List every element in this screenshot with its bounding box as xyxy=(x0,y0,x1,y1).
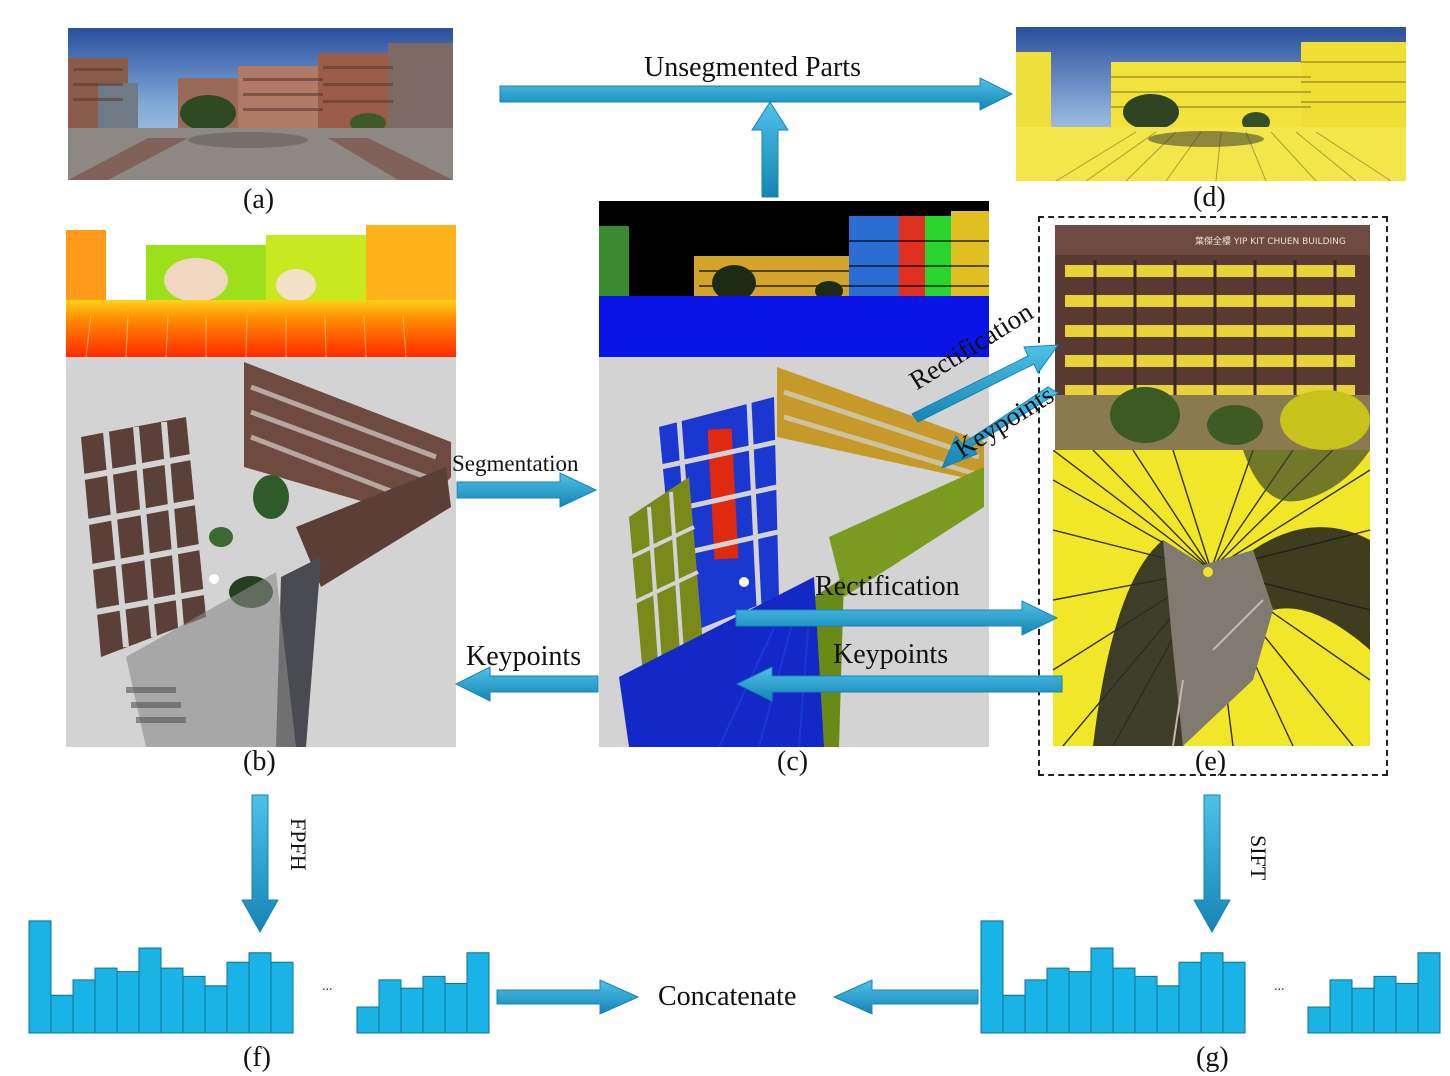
histogram-bar xyxy=(1329,979,1353,1034)
histogram-bar xyxy=(204,985,228,1034)
caption-f: (f) xyxy=(243,1042,271,1073)
histogram-fpfh-main xyxy=(28,920,294,1034)
rectified-ground-e xyxy=(1053,450,1370,746)
histogram-bar xyxy=(1002,994,1026,1034)
dashed-box-e xyxy=(1038,216,1388,776)
label-unsegmented-parts: Unsegmented Parts xyxy=(644,52,861,83)
histogram-bar xyxy=(1395,982,1419,1034)
building-sign-text: 葉傑全樓 YIP KIT CHUEN BUILDING xyxy=(1195,237,1346,247)
histogram-bar xyxy=(1417,952,1441,1034)
depth-panorama-b xyxy=(66,220,456,357)
arrow-fpfh-down xyxy=(241,794,279,934)
point-cloud-b xyxy=(66,357,456,747)
histogram-bar xyxy=(72,979,96,1034)
histogram-bar xyxy=(248,952,272,1034)
histogram-bar xyxy=(1112,967,1136,1034)
histogram-fpfh-tail xyxy=(356,952,490,1034)
histogram-bar xyxy=(138,947,162,1034)
ellipsis-sift: ... xyxy=(1274,979,1285,994)
panorama-image-a xyxy=(68,28,453,180)
histogram-bar xyxy=(1068,971,1092,1034)
histogram-bar xyxy=(444,982,468,1034)
caption-g: (g) xyxy=(1196,1042,1229,1073)
segmented-panorama-c xyxy=(599,201,989,357)
arrow-to-concatenate-left xyxy=(496,979,640,1015)
label-segmentation: Segmentation xyxy=(452,451,579,476)
histogram-bar xyxy=(980,920,1004,1034)
histogram-bar xyxy=(1178,961,1202,1034)
histogram-bar xyxy=(1024,979,1048,1034)
histogram-bar xyxy=(50,994,74,1034)
caption-e: (e) xyxy=(1195,746,1227,777)
histogram-bar xyxy=(1134,975,1158,1034)
caption-c: (c) xyxy=(777,746,809,777)
histogram-bar xyxy=(466,952,490,1034)
histogram-bar xyxy=(1046,967,1070,1034)
histogram-bar xyxy=(1200,952,1224,1034)
label-rectification-middle: Rectification xyxy=(815,571,960,602)
histogram-bar xyxy=(270,961,294,1034)
histogram-bar xyxy=(422,975,446,1034)
histogram-bar xyxy=(1373,975,1397,1034)
caption-b: (b) xyxy=(243,746,276,777)
histogram-bar xyxy=(116,971,140,1034)
histogram-bar xyxy=(400,987,424,1034)
histogram-sift-main xyxy=(980,920,1246,1034)
histogram-bar xyxy=(356,1006,380,1034)
label-keypoints-middle: Keypoints xyxy=(833,639,949,670)
arrow-up-from-c xyxy=(751,101,789,198)
histogram-bar xyxy=(160,967,184,1034)
histogram-sift-tail xyxy=(1307,952,1441,1034)
arrow-keypoints-left xyxy=(454,666,599,702)
label-sift: SIFT xyxy=(1246,835,1271,881)
histogram-bar xyxy=(1351,987,1375,1034)
arrow-segmentation xyxy=(456,472,598,508)
histogram-bar xyxy=(182,975,206,1034)
ellipsis-fpfh: ... xyxy=(322,979,333,994)
rectified-facade-e: 葉傑全樓 YIP KIT CHUEN BUILDING xyxy=(1055,225,1370,450)
label-fpfh: FPFH xyxy=(286,818,311,871)
caption-d: (d) xyxy=(1193,182,1226,213)
panorama-image-d xyxy=(1016,27,1406,181)
histogram-bar xyxy=(1090,947,1114,1034)
label-concatenate: Concatenate xyxy=(658,981,797,1012)
histogram-bar xyxy=(94,967,118,1034)
histogram-bar xyxy=(1307,1006,1331,1034)
caption-a: (a) xyxy=(243,184,275,215)
arrow-sift-down xyxy=(1193,794,1231,934)
arrow-to-concatenate-right xyxy=(832,979,979,1015)
histogram-bar xyxy=(1222,961,1246,1034)
histogram-bar xyxy=(28,920,52,1034)
histogram-bar xyxy=(1156,985,1180,1034)
histogram-bar xyxy=(226,961,250,1034)
label-keypoints-left: Keypoints xyxy=(466,641,582,672)
histogram-bar xyxy=(378,979,402,1034)
segmented-point-cloud-c xyxy=(599,357,989,747)
